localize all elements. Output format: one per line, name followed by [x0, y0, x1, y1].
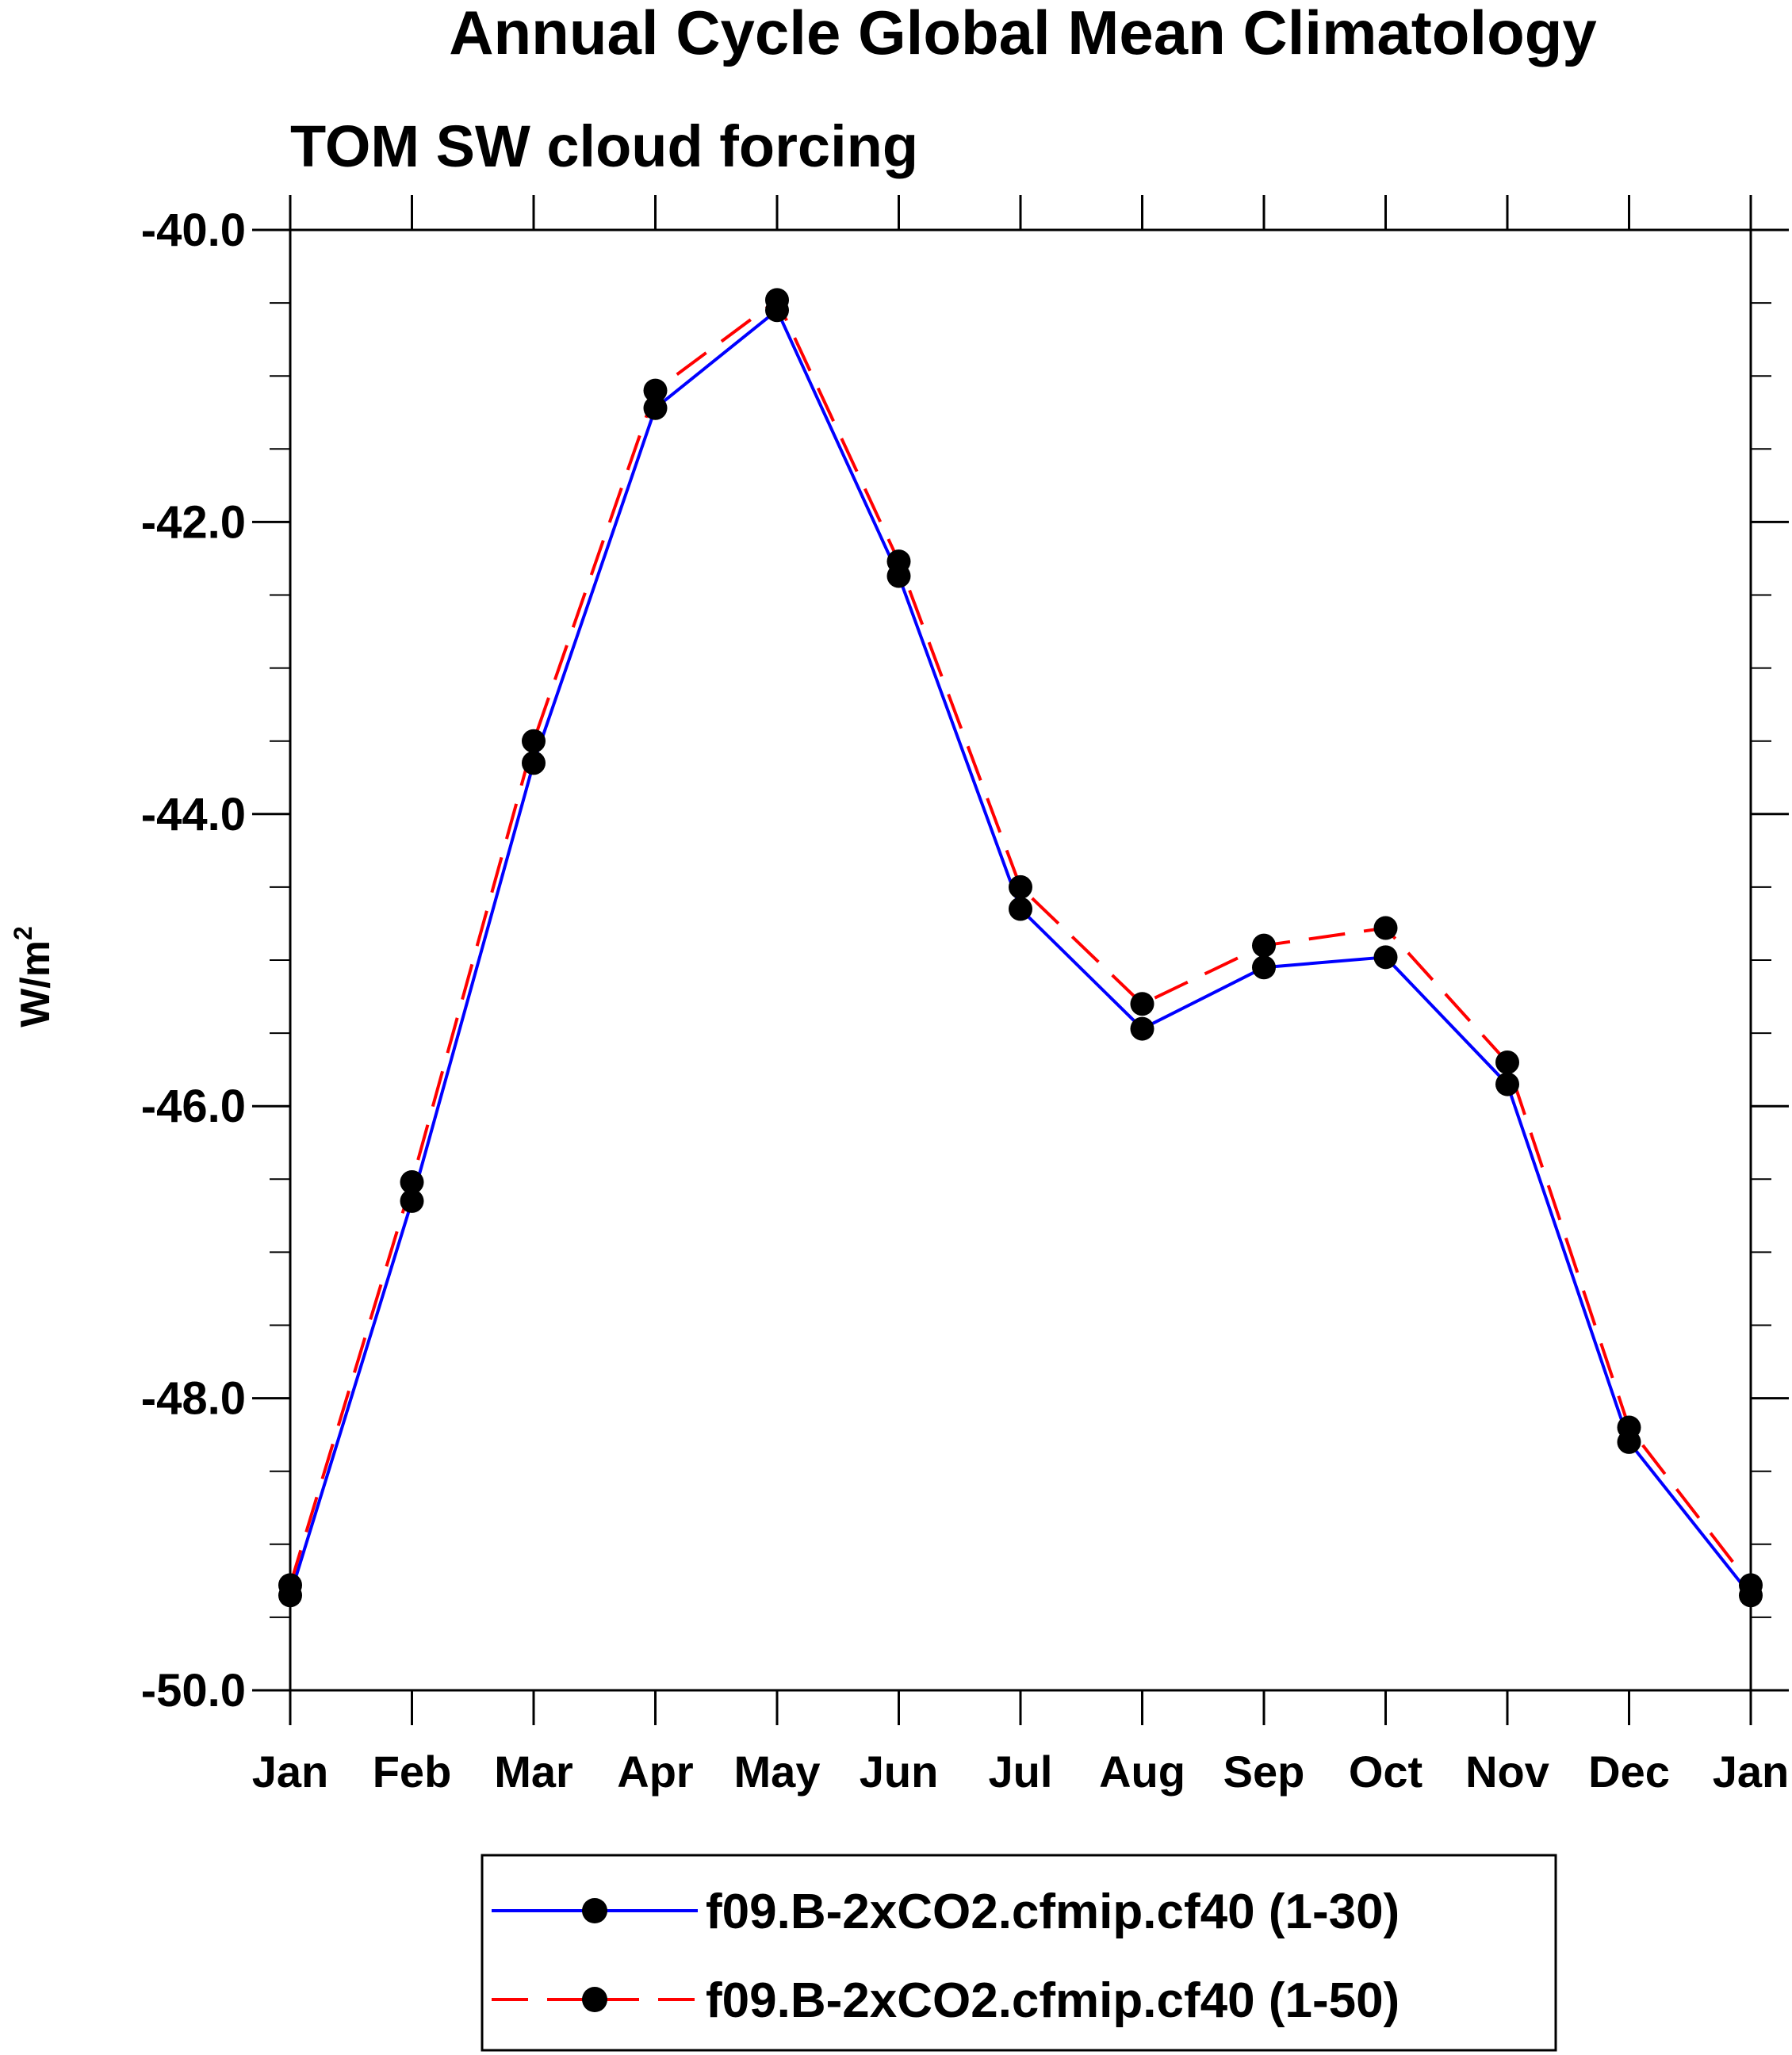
svg-text:W/m2: W/m2: [9, 926, 59, 1028]
series-layer: [278, 288, 1763, 1608]
series-2-point: [765, 288, 789, 312]
series-1-point: [522, 751, 546, 775]
axes-layer: Jan Feb Mar Apr May Jun Jul Aug Sep Oct Nov Dec Jan-…: [141, 195, 1789, 1797]
series-2-point: [886, 549, 911, 574]
x-tick-label: Feb: [373, 1747, 452, 1797]
x-tick-label: May: [734, 1747, 821, 1797]
legend-label-series-2: f09.B-2xCO2.cfmip.cf40 (1-50): [706, 1973, 1400, 2028]
chart-title: Annual Cycle Global Mean Climatology: [449, 0, 1597, 67]
series-2-point: [400, 1169, 424, 1194]
plot-frame: [289, 228, 1752, 1692]
x-tick-label: Jun: [860, 1747, 939, 1797]
chart-subtitle: TOM SW cloud forcing: [290, 113, 918, 179]
y-tick-label: -46.0: [141, 1081, 246, 1132]
legend-label-series-1: f09.B-2xCO2.cfmip.cf40 (1-30): [706, 1885, 1400, 1939]
y-tick-label: -42.0: [141, 496, 246, 548]
x-tick-label: Nov: [1465, 1747, 1549, 1797]
series-1-point: [1495, 1072, 1519, 1096]
series-2-point: [1130, 992, 1154, 1016]
series-2-point: [643, 378, 668, 403]
x-tick-label: Jan: [252, 1747, 329, 1797]
y-axis-label-text: W/m: [13, 940, 59, 1028]
series-1-point: [643, 396, 668, 420]
x-tick-label: Jan: [1713, 1747, 1790, 1797]
series-line-2: [289, 298, 1752, 1586]
series-1-point: [1009, 897, 1032, 921]
y-axis-label: W/m2: [9, 926, 59, 1028]
series-1-point: [1130, 1016, 1154, 1041]
x-tick-label: Jul: [989, 1747, 1053, 1797]
series-2-point: [278, 1573, 302, 1598]
y-tick-label: -50.0: [141, 1665, 246, 1716]
legend-box: [481, 1854, 1557, 2052]
y-tick-label: -44.0: [141, 789, 246, 840]
series-2-point: [1739, 1573, 1763, 1598]
series-1-point: [400, 1188, 424, 1213]
series-line-1: [289, 308, 1752, 1597]
legend-marker-series-2: [582, 1987, 607, 2012]
x-tick-label: Oct: [1349, 1747, 1422, 1797]
legend-marker-series-1: [582, 1898, 607, 1923]
x-tick-label: Dec: [1588, 1747, 1670, 1797]
series-2-point: [1373, 916, 1398, 940]
legend: f09.B-2xCO2.cfmip.cf40 (1-30) f09.B-2xCO…: [481, 1854, 1557, 2052]
x-tick-label: Mar: [494, 1747, 573, 1797]
series-2-point: [1009, 874, 1032, 899]
series-1-point: [1373, 945, 1398, 970]
series-2-point: [1495, 1050, 1519, 1074]
y-axis-label-superscript: 2: [9, 926, 37, 940]
x-tick-label: Apr: [617, 1747, 693, 1797]
series-2-point: [1617, 1415, 1641, 1440]
x-tick-label: Sep: [1223, 1747, 1305, 1797]
x-tick-label: Aug: [1099, 1747, 1185, 1797]
series-1-point: [1252, 955, 1276, 980]
series-2-point: [522, 729, 546, 753]
y-tick-label: -48.0: [141, 1373, 246, 1425]
y-tick-label: -40.0: [141, 205, 246, 256]
series-2-point: [1252, 933, 1276, 958]
